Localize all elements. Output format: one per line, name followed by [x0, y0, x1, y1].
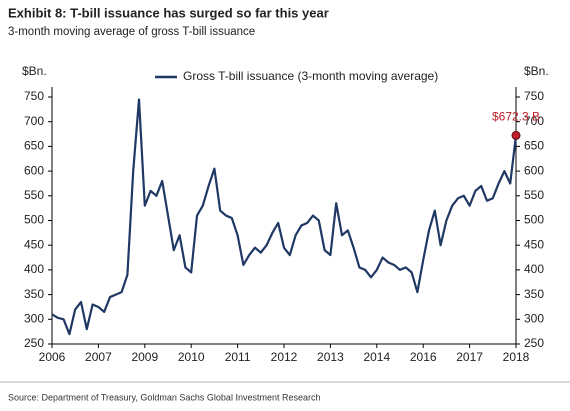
y2-tick-label: 400: [524, 262, 544, 276]
x-tick-label: 2007: [85, 350, 112, 364]
y2-tick-label: 750: [524, 89, 544, 103]
y2-tick-label: 500: [524, 213, 544, 227]
y-tick-label: 650: [24, 139, 44, 153]
chart-subtitle: 3-month moving average of gross T-bill i…: [8, 26, 255, 38]
y2-tick-label: 250: [524, 336, 544, 350]
legend-label: Gross T-bill issuance (3-month moving av…: [183, 69, 438, 83]
y-axis-label: $Bn.: [22, 64, 47, 78]
x-tick-label: 2013: [317, 350, 344, 364]
y-tick-label: 300: [24, 311, 44, 325]
y-tick-label: 450: [24, 237, 44, 251]
highlight-point: [511, 130, 521, 140]
y-tick-label: 700: [24, 114, 44, 128]
x-tick-label: 2009: [131, 350, 158, 364]
y2-tick-label: 450: [524, 237, 544, 251]
x-tick-label: 2011: [225, 350, 251, 364]
x-tick-label: 2012: [271, 350, 298, 364]
annotation: $672.3 B: [492, 110, 540, 124]
x-tick-label: 2017: [456, 350, 483, 364]
y-tick-label: 600: [24, 163, 44, 177]
source: Source: Department of Treasury, Goldman …: [8, 392, 320, 402]
y-tick-label: 250: [24, 336, 44, 350]
x-tick-label: 2006: [39, 350, 66, 364]
line: [51, 98, 518, 336]
y-tick-label: 550: [24, 188, 44, 202]
chart-title: Exhibit 8: T-bill issuance has surged so…: [8, 5, 329, 20]
x-tick-label: 2014: [363, 350, 390, 364]
y2-axis-label: $Bn.: [524, 64, 549, 78]
y-tick-label: 350: [24, 287, 44, 301]
x-tick-label: 2016: [410, 350, 437, 364]
y2-tick-label: 600: [524, 163, 544, 177]
y2-tick-label: 650: [524, 139, 544, 153]
y2-tick-label: 550: [524, 188, 544, 202]
y2-tick-label: 300: [524, 311, 544, 325]
y-tick-label: 400: [24, 262, 44, 276]
y-tick-label: 500: [24, 213, 44, 227]
x-tick-label: 2010: [178, 350, 205, 364]
x-tick-label: 2018: [503, 350, 530, 364]
y-tick-label: 750: [24, 89, 44, 103]
y2-tick-label: 350: [524, 287, 544, 301]
y2-tick-label: 700: [524, 114, 544, 128]
